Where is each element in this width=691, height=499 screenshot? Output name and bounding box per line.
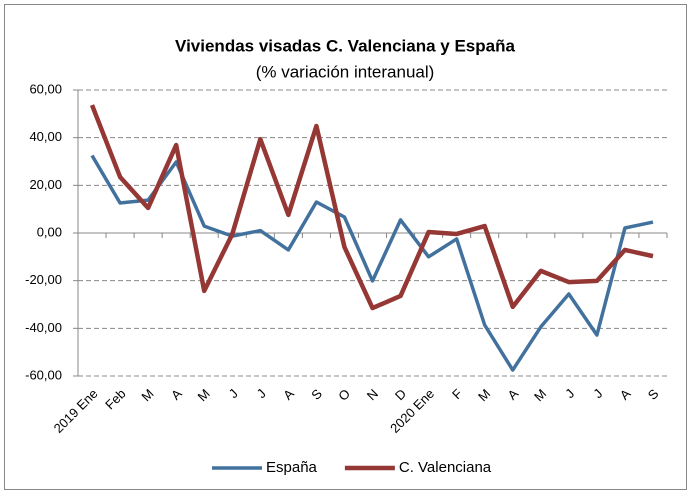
y-tick-label: 60,00 bbox=[29, 81, 62, 96]
legend-label: C. Valenciana bbox=[399, 459, 492, 476]
y-tick-label: -40,00 bbox=[25, 320, 62, 335]
y-tick-label: 20,00 bbox=[29, 177, 62, 192]
chart-subtitle: (% variación interanual) bbox=[256, 62, 435, 81]
y-tick-label: 0,00 bbox=[37, 224, 62, 239]
chart-title: Viviendas visadas C. Valenciana y España bbox=[175, 36, 515, 55]
y-tick-label: -60,00 bbox=[25, 367, 62, 382]
series-line bbox=[89, 104, 654, 311]
legend-label: España bbox=[266, 459, 318, 476]
y-tick-label: 40,00 bbox=[29, 129, 62, 144]
y-tick-label: -20,00 bbox=[25, 272, 62, 287]
